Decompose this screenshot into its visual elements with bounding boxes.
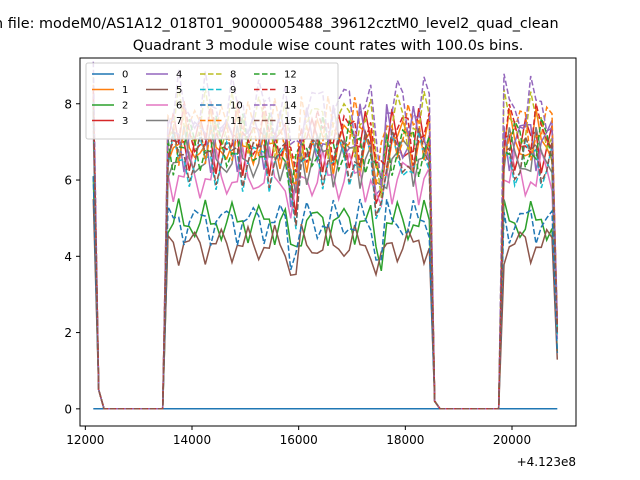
legend-label-3: 3 bbox=[122, 116, 128, 127]
legend-label-4: 4 bbox=[176, 70, 182, 81]
x-tick-label: 18000 bbox=[386, 433, 424, 447]
series-line-15 bbox=[92, 111, 559, 410]
x-tick-label: 16000 bbox=[280, 433, 318, 447]
plot-area-frame bbox=[79, 57, 577, 427]
y-axis: 0 2 4 6 8 bbox=[64, 97, 80, 416]
x-tick-label: 20000 bbox=[493, 433, 531, 447]
legend-label-2: 2 bbox=[122, 101, 128, 112]
legend-label-8: 8 bbox=[230, 70, 236, 81]
y-tick-label: 6 bbox=[64, 174, 72, 188]
y-tick-label: 8 bbox=[64, 97, 72, 111]
legend-label-7: 7 bbox=[176, 116, 182, 127]
legend-label-12: 12 bbox=[284, 70, 297, 81]
x-tick-label: 14000 bbox=[173, 433, 211, 447]
x-axis-offset-label: +4.123e8 bbox=[517, 455, 576, 469]
legend-label-0: 0 bbox=[122, 70, 128, 81]
legend-label-1: 1 bbox=[122, 85, 128, 96]
legend-label-9: 9 bbox=[230, 85, 236, 96]
x-tick-label: 12000 bbox=[66, 433, 104, 447]
legend-label-15: 15 bbox=[284, 116, 297, 127]
y-tick-label: 2 bbox=[64, 326, 72, 340]
y-tick-label: 4 bbox=[64, 250, 72, 264]
figure-suptitle: n file: modeM0/AS1A12_018T01_9000005488_… bbox=[0, 16, 559, 32]
legend-label-14: 14 bbox=[284, 101, 297, 112]
legend-label-11: 11 bbox=[230, 116, 243, 127]
y-tick-label: 0 bbox=[64, 402, 72, 416]
x-axis: 12000 14000 16000 18000 20000 bbox=[66, 426, 531, 447]
legend-label-13: 13 bbox=[284, 85, 297, 96]
chart-title: Quadrant 3 module wise count rates with … bbox=[133, 38, 524, 54]
legend-label-6: 6 bbox=[176, 101, 182, 112]
legend-label-5: 5 bbox=[176, 85, 182, 96]
legend-label-10: 10 bbox=[230, 101, 243, 112]
